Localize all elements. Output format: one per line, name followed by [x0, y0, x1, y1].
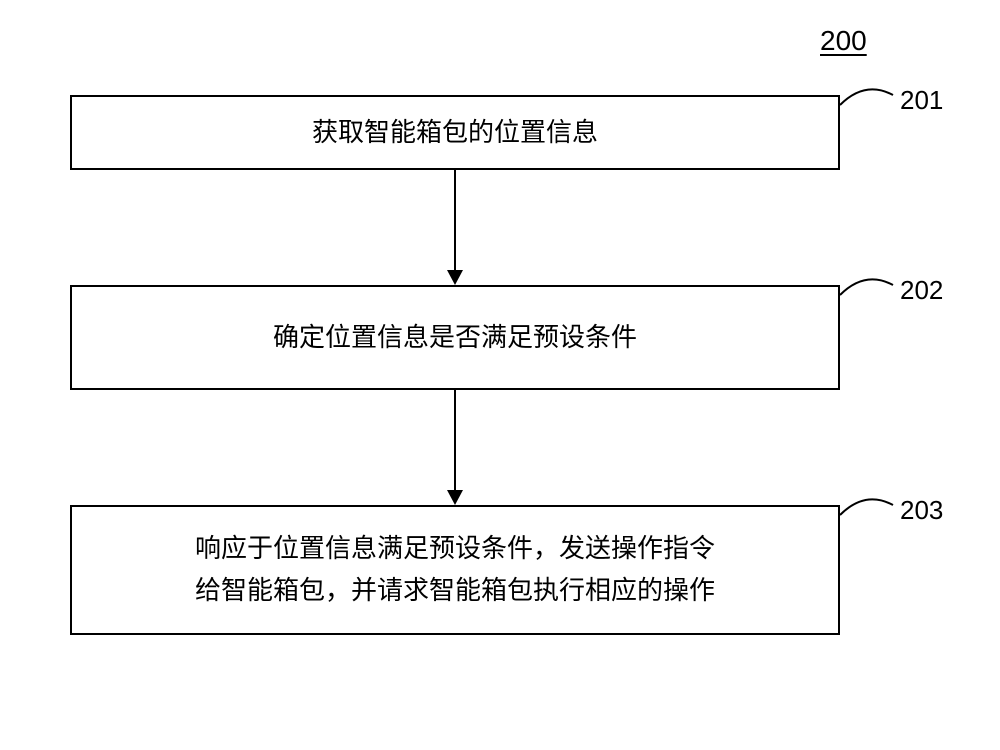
box-1-text: 获取智能箱包的位置信息 [312, 112, 598, 154]
box-3-connector [835, 485, 900, 525]
box-1-label: 201 [900, 85, 943, 116]
arrow-1 [443, 170, 467, 288]
diagram-title: 200 [820, 25, 867, 57]
flowchart-box-2: 确定位置信息是否满足预设条件 [70, 285, 840, 390]
flowchart-diagram: 200 获取智能箱包的位置信息 201 确定位置信息是否满足预设条件 202 响… [0, 0, 1000, 750]
box-2-text: 确定位置信息是否满足预设条件 [273, 317, 637, 359]
arrow-2 [443, 390, 467, 508]
flowchart-box-3: 响应于位置信息满足预设条件，发送操作指令 给智能箱包，并请求智能箱包执行相应的操… [70, 505, 840, 635]
box-2-label: 202 [900, 275, 943, 306]
box-1-connector [835, 75, 900, 115]
box-3-text: 响应于位置信息满足预设条件，发送操作指令 给智能箱包，并请求智能箱包执行相应的操… [195, 528, 715, 611]
box-3-label: 203 [900, 495, 943, 526]
box-2-connector [835, 265, 900, 305]
flowchart-box-1: 获取智能箱包的位置信息 [70, 95, 840, 170]
